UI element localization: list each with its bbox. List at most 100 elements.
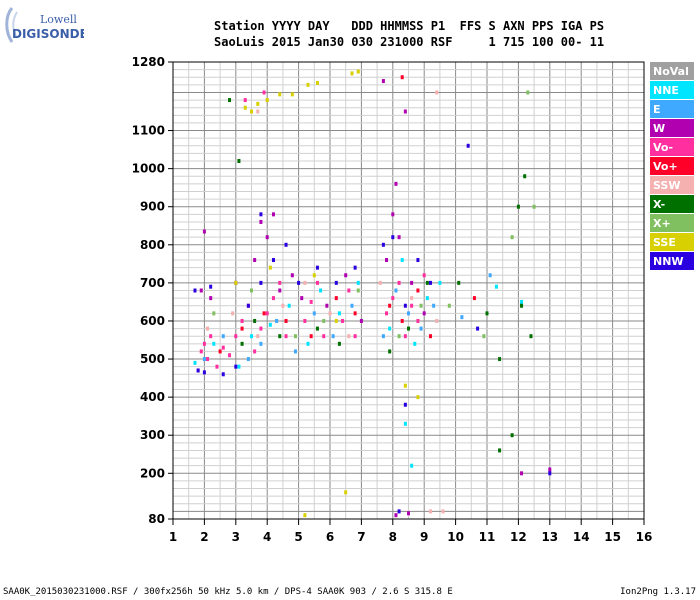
data-point	[246, 357, 250, 362]
chart-grid	[172, 61, 645, 520]
data-point	[403, 109, 407, 114]
data-point	[391, 296, 395, 301]
data-point	[378, 280, 382, 285]
data-point	[209, 296, 213, 301]
data-point	[407, 511, 410, 516]
data-point	[218, 349, 222, 354]
y-tick-label: 300	[140, 428, 165, 442]
data-point	[322, 318, 326, 323]
data-point	[271, 258, 275, 263]
data-point	[240, 341, 244, 346]
data-point	[234, 280, 238, 285]
data-point	[472, 296, 476, 301]
data-point	[259, 219, 263, 224]
data-point	[385, 258, 389, 263]
data-point	[548, 467, 552, 472]
data-point	[212, 311, 216, 316]
y-tick-label: 900	[140, 200, 165, 214]
data-point	[416, 258, 420, 263]
data-point	[206, 357, 210, 362]
data-point	[359, 318, 363, 323]
plot-frame	[172, 61, 645, 520]
data-point	[265, 98, 269, 103]
data-point	[300, 296, 304, 301]
data-point	[271, 296, 275, 301]
data-point	[306, 82, 310, 87]
data-point	[193, 288, 197, 293]
data-point	[246, 303, 250, 308]
data-point	[410, 296, 414, 301]
data-point	[400, 75, 404, 80]
data-point	[202, 229, 206, 234]
data-point	[385, 311, 389, 316]
series-Vo-	[196, 90, 426, 373]
data-point	[281, 303, 285, 308]
series-SSW	[206, 90, 445, 514]
data-point	[259, 341, 263, 346]
data-point	[315, 280, 319, 285]
data-point	[428, 280, 432, 285]
data-point	[250, 288, 253, 293]
data-point	[334, 280, 338, 285]
data-point	[407, 326, 410, 331]
data-point	[397, 280, 401, 285]
data-point	[397, 334, 401, 339]
data-point	[391, 235, 395, 240]
data-point	[309, 334, 313, 339]
data-point	[215, 364, 219, 369]
data-point	[240, 318, 244, 323]
y-axis-ticks: 80 200 300 400 500 600 700 800 900 1000 1100 1280	[132, 55, 173, 526]
y-tick-label: 600	[140, 314, 165, 328]
data-point	[356, 280, 360, 285]
x-tick-label: 2	[200, 530, 208, 544]
data-point	[303, 280, 307, 285]
data-point	[397, 509, 401, 514]
data-point	[498, 357, 502, 362]
data-point	[425, 296, 429, 301]
data-point	[278, 92, 282, 97]
data-point	[488, 273, 492, 278]
data-point	[388, 326, 392, 331]
series-E	[202, 273, 492, 362]
data-point	[209, 334, 213, 339]
data-point	[328, 311, 332, 316]
y-tick-label: 800	[140, 238, 165, 252]
logo-line2: DIGISONDE	[12, 27, 84, 41]
data-point	[410, 303, 414, 308]
x-tick-label: 1	[169, 530, 177, 544]
data-point	[510, 235, 514, 240]
data-point	[350, 71, 354, 76]
data-point	[199, 288, 203, 293]
footer-version: Ion2Png 1.3.17	[620, 587, 696, 597]
data-point	[293, 349, 297, 354]
data-point	[278, 288, 282, 293]
x-tick-label: 10	[447, 530, 464, 544]
data-point	[516, 204, 520, 209]
data-point	[416, 288, 420, 293]
data-point	[278, 334, 282, 339]
data-point	[206, 326, 210, 331]
data-point	[202, 357, 206, 362]
data-point	[403, 402, 407, 407]
data-point	[268, 322, 272, 327]
y-tick-label: 700	[140, 276, 165, 290]
data-point	[259, 212, 263, 217]
data-point	[297, 280, 301, 285]
data-point	[388, 349, 392, 354]
data-point	[253, 318, 257, 323]
data-point	[290, 273, 294, 278]
x-tick-label: 15	[604, 530, 621, 544]
data-point	[416, 395, 420, 400]
x-tick-label: 16	[636, 530, 653, 544]
data-point	[419, 303, 423, 308]
series-X+	[212, 90, 536, 339]
logo-swoosh	[5, 7, 14, 43]
series-NNW	[193, 143, 552, 514]
data-point	[356, 69, 360, 74]
data-point	[259, 326, 263, 331]
y-tick-label: 400	[140, 390, 165, 404]
x-tick-label: 8	[389, 530, 397, 544]
data-point	[303, 513, 307, 518]
data-point	[202, 370, 206, 375]
data-point	[262, 90, 266, 95]
